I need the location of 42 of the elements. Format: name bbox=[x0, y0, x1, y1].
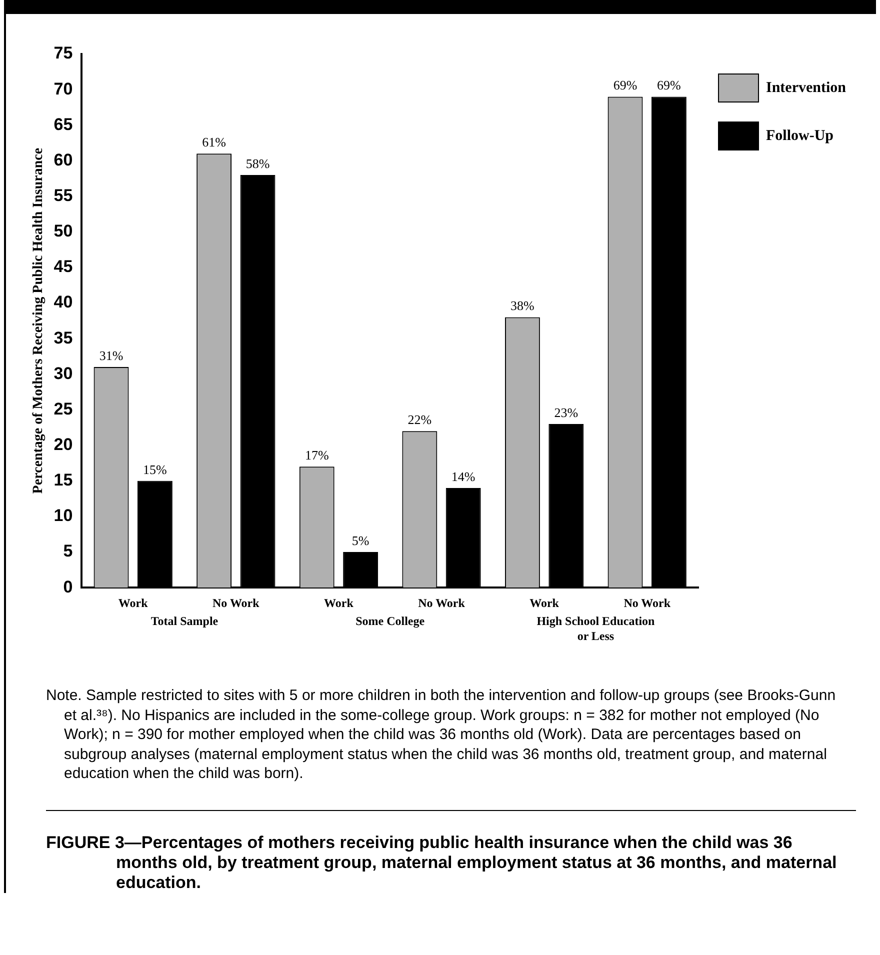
y-tick-label: 40 bbox=[54, 292, 73, 312]
y-tick-label: 35 bbox=[54, 328, 73, 348]
y-tick-label: 15 bbox=[54, 470, 73, 490]
data-label: 38% bbox=[510, 298, 535, 314]
data-label: 69% bbox=[613, 78, 638, 93]
y-tick-label: 45 bbox=[54, 257, 73, 276]
data-label: 17% bbox=[304, 448, 329, 463]
text: Total Sample bbox=[150, 614, 220, 629]
y-tick-label: 25 bbox=[54, 399, 73, 418]
data-label: 5% bbox=[352, 532, 370, 548]
data-label: 58% bbox=[246, 156, 270, 171]
text: Some College bbox=[354, 614, 426, 629]
y-tick-label: 10 bbox=[54, 506, 73, 526]
y-tick-label: 5 bbox=[63, 542, 73, 561]
text: FIGURE 3—Percentages of mothers receiving public health insurance when the child was 36 months old, by treatment group, maternal employment status at 36 months, and maternal education. bbox=[46, 810, 856, 892]
y-tick-label: 30 bbox=[54, 364, 73, 383]
y-tick-label: 60 bbox=[54, 150, 73, 170]
y-tick-label: 20 bbox=[54, 434, 73, 454]
legend-label: Intervention bbox=[766, 80, 847, 96]
y-tick-label: 55 bbox=[54, 186, 73, 205]
x-tick-label: No Work bbox=[212, 596, 260, 610]
x-tick-label: No Work bbox=[418, 596, 466, 610]
data-label: 14% bbox=[451, 468, 476, 484]
y-tick-label: 50 bbox=[54, 222, 73, 241]
data-label: 23% bbox=[554, 404, 578, 420]
y-tick-label: 75 bbox=[54, 44, 73, 63]
text: Note. Sample restricted to sites with 5 or more children in both the intervention and follow-up groups (see Brooks-Gunn et al.³⁸). No Hispanics are included in the some-college group. Work groups: n = 382 for mother not employed (No Work); n = 390 for mother employed when the child was 36 months old (Work). Data are percentages based on subgroup analyses (maternal employment status when the child was 36 months old, treatment group, and maternal education when the child was born). bbox=[46, 686, 837, 784]
x-tick-label: No Work bbox=[624, 596, 671, 610]
data-label: 31% bbox=[99, 348, 124, 363]
legend-label: Follow-Up bbox=[766, 128, 834, 144]
y-axis-title: Percentage of Mothers Receiving Public Health Insurance bbox=[31, 148, 46, 494]
x-tick-label: Work bbox=[324, 596, 354, 610]
y-tick-label: 70 bbox=[54, 79, 73, 98]
y-tick-label: 65 bbox=[54, 114, 73, 134]
data-label: 22% bbox=[408, 412, 432, 427]
data-label: 61% bbox=[202, 134, 226, 150]
x-tick-label: Work bbox=[530, 596, 560, 610]
text: High School Education or Less bbox=[536, 614, 656, 644]
data-label: 69% bbox=[657, 78, 682, 93]
data-label: 15% bbox=[143, 462, 168, 477]
x-tick-label: Work bbox=[118, 596, 148, 610]
y-tick-label: 0 bbox=[63, 577, 73, 596]
